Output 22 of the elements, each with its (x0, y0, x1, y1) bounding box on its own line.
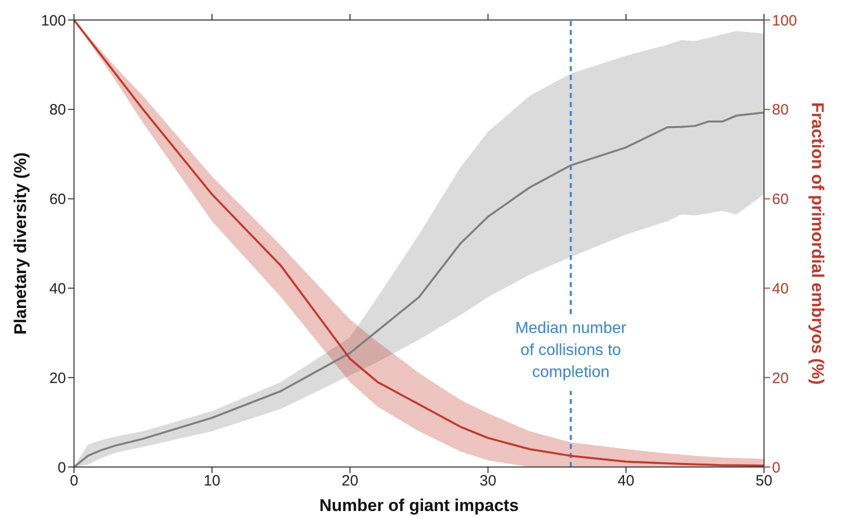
x-tick-label: 10 (204, 472, 220, 490)
x-tick-label: 30 (480, 472, 496, 490)
x-axis-title: Number of giant impacts (319, 496, 519, 515)
x-tick-label: 50 (756, 472, 772, 490)
ref-line-label: Median number of collisions to completion (515, 320, 628, 381)
x-tick-label: 40 (618, 472, 634, 490)
y2-tick-label: 40 (772, 280, 789, 298)
y-tick-label: 60 (49, 191, 66, 208)
y2-tick-label: 100 (772, 12, 798, 30)
y-axis-title: Planetary diversity (%) (11, 152, 30, 335)
y-tick-label: 100 (40, 12, 66, 30)
y2-tick-label: 20 (772, 370, 789, 387)
y2-tick-label: 0 (772, 459, 780, 476)
y2-tick-label: 80 (772, 102, 789, 119)
y-tick-label: 80 (49, 102, 66, 119)
y-tick-label: 40 (49, 280, 66, 298)
x-tick-label: 0 (70, 472, 78, 490)
x-tick-label: 20 (342, 472, 358, 490)
y-tick-label: 0 (58, 459, 66, 476)
y2-axis-title: Fraction of primordial embryos (%) (808, 102, 827, 385)
y-tick-label: 20 (49, 370, 66, 387)
y2-tick-label: 60 (772, 191, 789, 208)
